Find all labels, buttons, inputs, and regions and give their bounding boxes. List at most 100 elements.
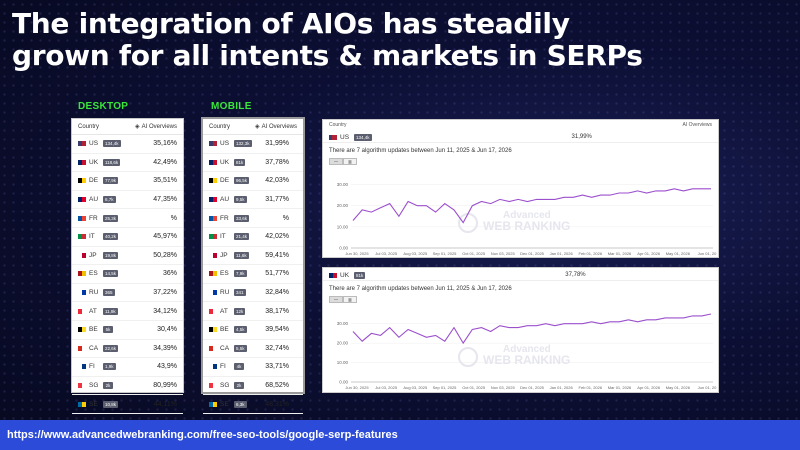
aio-percentage: 42,49% [153, 158, 177, 166]
flag-icon [209, 364, 217, 370]
aio-percentage: 37,22% [153, 289, 177, 297]
chart-view-toggle[interactable]: 〰 ▥ [329, 296, 712, 303]
title-line-2: grown for all intents & markets in SERPs [12, 39, 643, 72]
flag-icon [209, 252, 217, 258]
volume-badge: 77,9k [103, 177, 119, 185]
watermark-line-1: Advanced [503, 344, 551, 355]
country-code: SE [89, 400, 98, 408]
table-row: UK 118,6k 42,49% [72, 154, 183, 173]
x-tick-label: Apr 01, 2026 [637, 251, 661, 256]
source-url[interactable]: https://www.advancedwebranking.com/free-… [7, 429, 398, 441]
aio-percentage: 32,84% [265, 289, 289, 297]
x-tick-label: Feb 01, 2026 [579, 385, 603, 390]
country-code: JP [220, 251, 228, 259]
table-row: FI 4k 33,71% [203, 358, 303, 377]
table-row: ES 14,5k 36% [72, 265, 183, 284]
header-country: Country [209, 123, 231, 130]
x-tick-label: Jan 01, 2026 [550, 251, 574, 256]
volume-badge: 14,5k [103, 270, 119, 278]
aio-percentage: 34,12% [153, 307, 177, 315]
table-row: BE 4,5k 39,54% [203, 321, 303, 340]
ai-overview-icon: ◈ [255, 124, 260, 130]
aio-percentage: 38,17% [265, 307, 289, 315]
volume-badge: 365 [103, 289, 115, 297]
table-row: US 134,4k 35,16% [72, 135, 183, 154]
volume-badge: 9,5k [234, 196, 247, 204]
flag-icon [78, 383, 86, 389]
chart-volume-badge: 134,4k [354, 133, 372, 141]
flag-icon [78, 401, 86, 407]
header-aio: ◈ AI Overviews [255, 123, 297, 131]
x-tick-label: Jun 01, 20 [698, 251, 717, 256]
algorithm-updates-note: There are 7 algorithm updates between Ju… [329, 286, 512, 292]
us-trend-chart: Country AI Overviews US 134,4k 31,99% Th… [322, 119, 719, 258]
country-code: DE [89, 177, 99, 185]
aio-percentage: 50,28% [153, 251, 177, 259]
watermark-line-2: WEB RANKING [483, 219, 570, 233]
flag-icon [209, 383, 217, 389]
country-code: AU [220, 196, 230, 204]
aio-percentage: 39,54% [265, 326, 289, 334]
flag-icon [78, 141, 86, 147]
country-code: FR [89, 214, 98, 222]
line-view-button[interactable]: 〰 [329, 158, 343, 165]
x-tick-label: Mar 01, 2026 [608, 385, 632, 390]
flag-icon [78, 197, 86, 203]
x-tick-label: Nov 03, 2025 [491, 385, 516, 390]
ai-overview-icon: ◈ [135, 124, 140, 130]
flag-icon [78, 159, 86, 165]
volume-badge: 6,3k [234, 400, 247, 408]
flag-icon [209, 215, 217, 221]
table-header: Country ◈ AI Overviews [203, 119, 303, 135]
table-row: CA 22,6k 34,39% [72, 340, 183, 359]
flag-icon [209, 290, 217, 296]
country-code: US [220, 140, 230, 148]
chart-view-toggle[interactable]: 〰 ▥ [329, 158, 712, 165]
flag-icon [78, 308, 86, 314]
volume-badge: 2k [103, 382, 113, 390]
country-code: FI [89, 363, 95, 371]
volume-badge: 132,3k [234, 140, 252, 148]
bar-view-button[interactable]: ▥ [343, 296, 357, 303]
volume-badge: 134,4k [103, 140, 121, 148]
line-view-button[interactable]: 〰 [329, 296, 343, 303]
country-code: FI [220, 363, 226, 371]
table-row: RU 365 37,22% [72, 284, 183, 303]
y-tick-label: 0.00 [339, 380, 348, 385]
x-tick-label: Jun 30, 2025 [345, 385, 369, 390]
volume-badge: 96,5k [234, 177, 250, 185]
volume-badge: 7,9k [234, 270, 247, 278]
aio-percentage: 31,77% [265, 196, 289, 204]
volume-badge: 6,7k [103, 196, 116, 204]
aio-percentage: 45,97% [153, 233, 177, 241]
volume-badge: 12k [234, 307, 246, 315]
aio-percentage: 59,41% [265, 251, 289, 259]
flag-icon [78, 178, 86, 184]
volume-badge: 2k [234, 382, 244, 390]
flag-icon [209, 159, 217, 165]
volume-badge: 11,6k [234, 251, 249, 259]
x-tick-label: Dec 01, 2025 [520, 385, 545, 390]
x-tick-label: Mar 01, 2026 [608, 251, 632, 256]
watermark-logo-icon [458, 213, 478, 233]
flag-icon [78, 234, 86, 240]
bar-view-button[interactable]: ▥ [343, 158, 357, 165]
flag-icon [209, 197, 217, 203]
watermark-line-2: WEB RANKING [483, 353, 570, 367]
y-tick-label: 10.00 [337, 360, 349, 365]
algorithm-updates-note: There are 7 algorithm updates between Ju… [329, 148, 512, 154]
volume-badge: 5k [103, 326, 113, 334]
table-row: SG 2k 68,52% [203, 377, 303, 396]
country-code: DE [220, 177, 230, 185]
chart-country-code: US [340, 133, 350, 141]
uk-flag-icon [329, 272, 337, 278]
country-code: AU [89, 196, 99, 204]
x-tick-label: Aug 03, 2025 [403, 251, 428, 256]
volume-badge: 4,5k [234, 326, 247, 334]
table-row: SG 2k 80,99% [72, 377, 183, 396]
country-code: US [89, 140, 99, 148]
aio-percentage: 42,03% [265, 177, 289, 185]
aio-percentage: 35,51% [153, 177, 177, 185]
x-tick-label: Oct 01, 2025 [462, 251, 486, 256]
flag-icon [78, 345, 86, 351]
